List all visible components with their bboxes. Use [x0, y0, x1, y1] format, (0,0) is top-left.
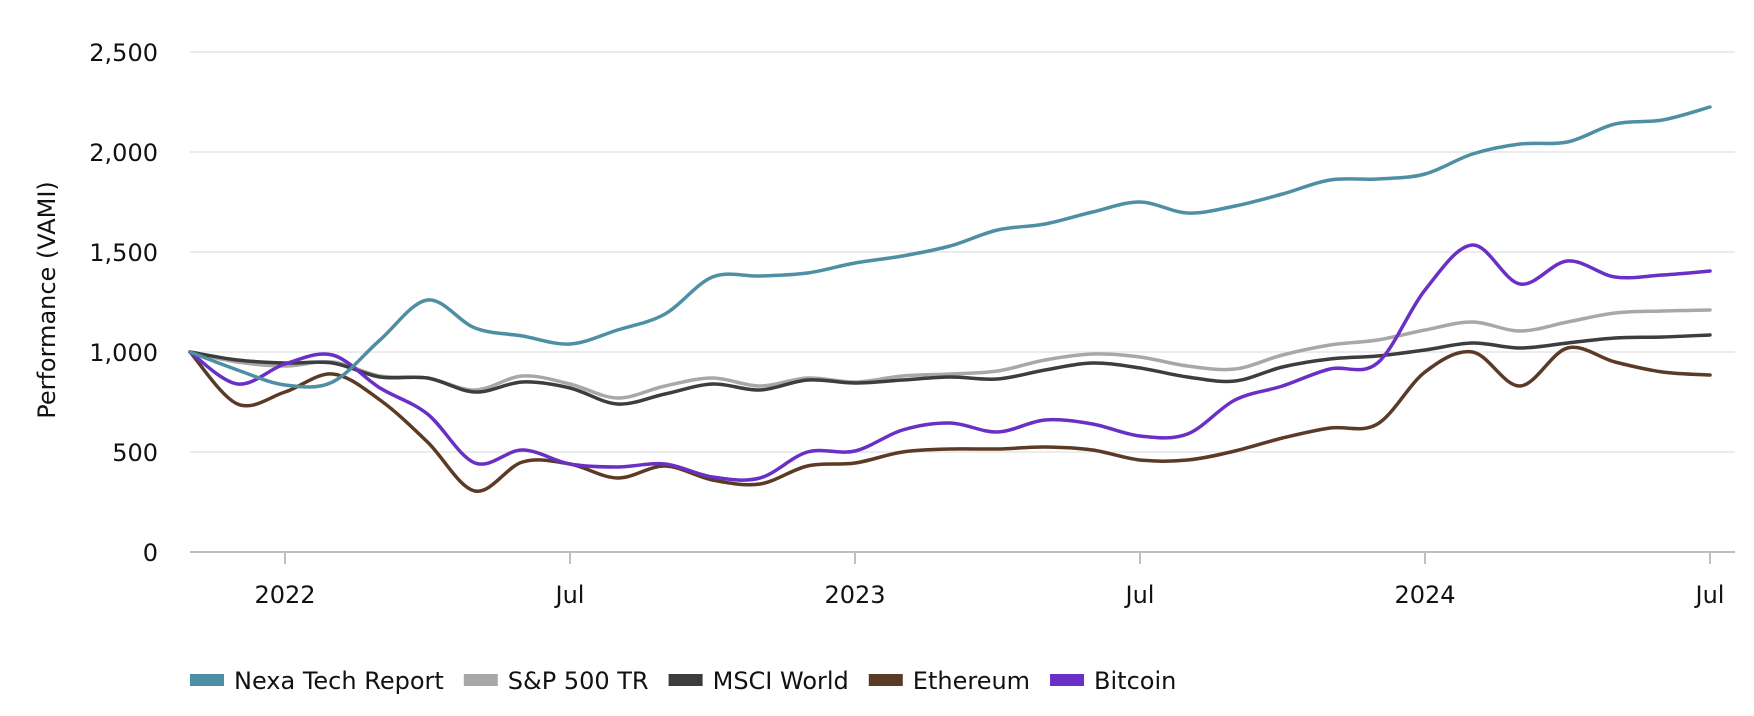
legend-item-msci-world[interactable]: MSCI World: [668, 667, 849, 695]
y-tick-label: 0: [143, 539, 158, 567]
series-line-nexa-tech-report: [188, 105, 1712, 389]
legend-label: Ethereum: [913, 667, 1030, 695]
legend-item-nexa-tech-report[interactable]: Nexa Tech Report: [190, 667, 444, 695]
series-line-msci-world: [188, 333, 1712, 406]
y-tick-label: 2,000: [89, 139, 158, 167]
legend-item-ethereum[interactable]: Ethereum: [868, 667, 1030, 695]
legend-label: Nexa Tech Report: [234, 667, 444, 695]
legend-swatch: [868, 674, 903, 686]
legend: Nexa Tech Report S&P 500 TR MSCI World Ethe…: [190, 667, 1176, 695]
legend-label: MSCI World: [713, 667, 849, 695]
series-line-bitcoin: [188, 243, 1712, 482]
y-tick-label: 500: [112, 439, 158, 467]
x-tick-label: Jul: [554, 581, 585, 609]
legend-label: S&P 500 TR: [508, 667, 649, 695]
legend-item-bitcoin[interactable]: Bitcoin: [1050, 667, 1176, 695]
legend-label: Bitcoin: [1094, 667, 1176, 695]
x-tick-label: 2022: [254, 581, 315, 609]
y-tick-label: 1,000: [89, 339, 158, 367]
grid-lines: [190, 51, 1735, 453]
legend-swatch: [463, 674, 498, 686]
legend-swatch: [190, 674, 224, 686]
legend-item-s-p-500-tr[interactable]: S&P 500 TR: [463, 667, 649, 695]
x-tick-label: 2023: [824, 581, 885, 609]
x-tick-label: Jul: [1124, 581, 1155, 609]
y-axis-title: Performance (VAMI): [33, 181, 61, 419]
series-lines: [188, 105, 1712, 493]
legend-swatch: [668, 674, 703, 686]
y-tick-label: 2,500: [89, 39, 158, 67]
x-tick-label: Jul: [1694, 581, 1725, 609]
axes: 0 500 1,000 1,500 2,000 2,500 2022 Jul 2023 Jul 20…: [89, 39, 1735, 609]
x-tick-label: 2024: [1394, 581, 1455, 609]
series-line-s-p-500-tr: [188, 308, 1712, 400]
y-tick-label: 1,500: [89, 239, 158, 267]
legend-swatch: [1050, 674, 1085, 686]
series-line-ethereum: [188, 345, 1712, 493]
